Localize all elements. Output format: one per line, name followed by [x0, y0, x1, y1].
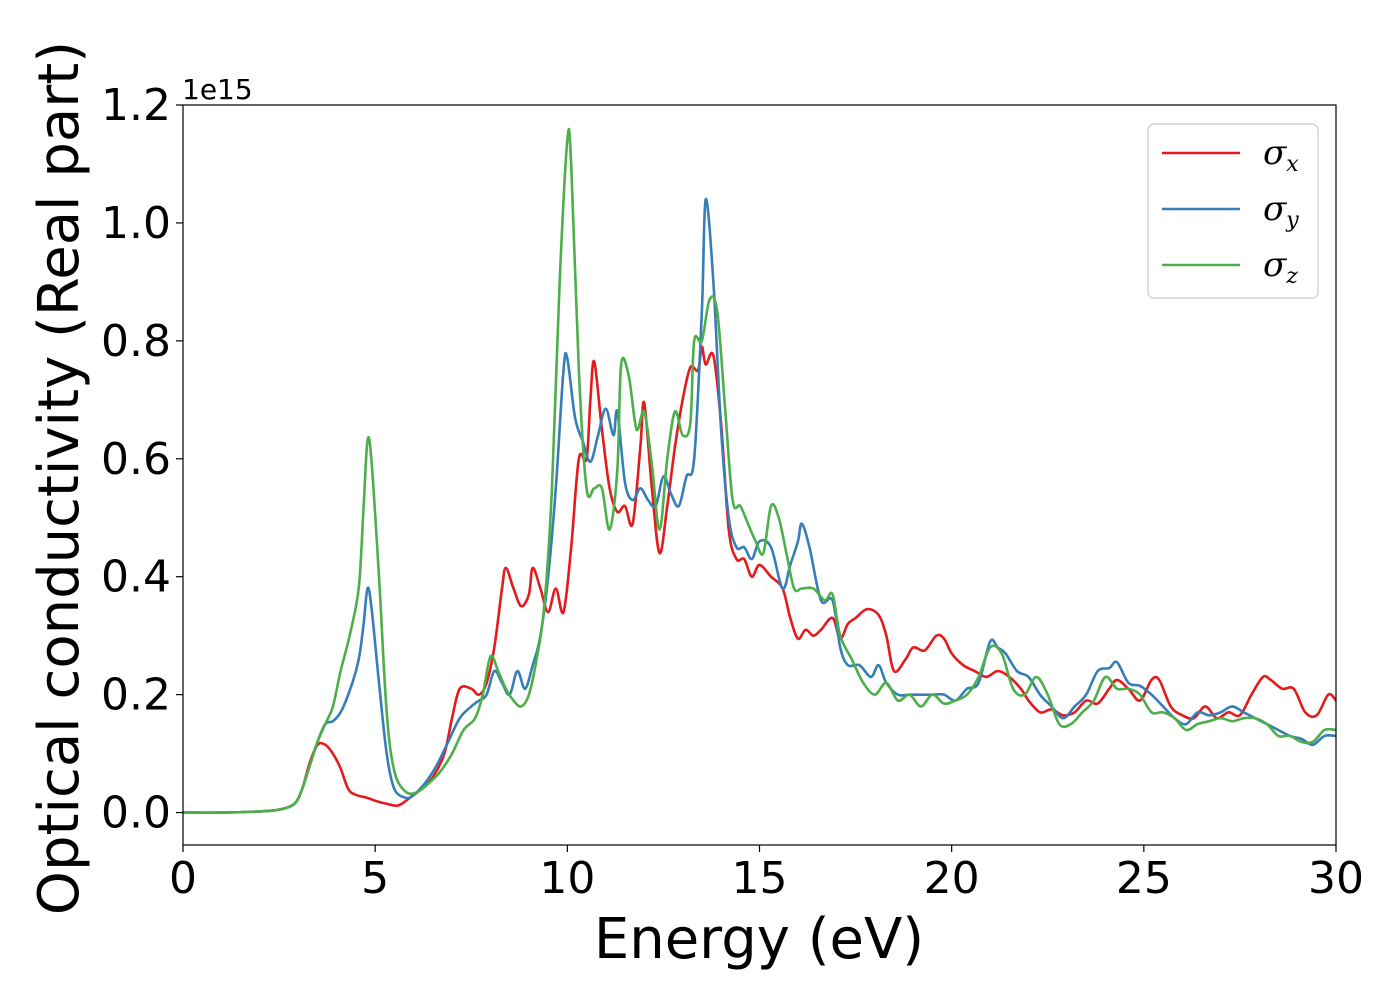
- y-axis-title: Optical conductivity (Real part): [27, 41, 92, 915]
- legend-entries: σx σy σz: [1162, 133, 1299, 289]
- x-tick-label: 25: [1116, 853, 1172, 904]
- y-tick-label: 1.2: [101, 80, 171, 131]
- legend: σx σy σz: [1147, 123, 1319, 299]
- y-tick-label: 0.8: [101, 316, 171, 367]
- y-tick-label: 0.0: [101, 788, 171, 839]
- x-axis-title: Energy (eV): [594, 907, 924, 972]
- legend-label-sigma-y: σy: [1263, 189, 1299, 233]
- series-line-sigma-z: [182, 127, 1337, 814]
- x-tick-label: 0: [169, 853, 197, 904]
- x-tick-label: 30: [1308, 853, 1364, 904]
- y-tick-label: 1.0: [101, 198, 171, 249]
- legend-frame: [1147, 123, 1319, 299]
- series-line-sigma-y: [182, 198, 1337, 814]
- series-layer: [182, 127, 1337, 814]
- ticks-layer: 0 5 10 15 20 25 30 0.0 0.2 0.4 0.6 0.8 1.0 1.2: [101, 80, 1364, 904]
- legend-label-sigma-z: σz: [1263, 245, 1298, 289]
- y-tick-label: 0.2: [101, 670, 171, 721]
- series-line-sigma-x: [182, 345, 1337, 814]
- x-tick-label: 20: [924, 853, 980, 904]
- x-tick-label: 10: [539, 853, 595, 904]
- y-tick-label: 0.4: [101, 552, 171, 603]
- y-offset-label: 1e15: [182, 73, 253, 106]
- y-tick-label: 0.6: [101, 434, 171, 485]
- x-tick-label: 5: [361, 853, 389, 904]
- x-tick-label: 15: [732, 853, 788, 904]
- legend-label-sigma-x: σx: [1263, 133, 1299, 177]
